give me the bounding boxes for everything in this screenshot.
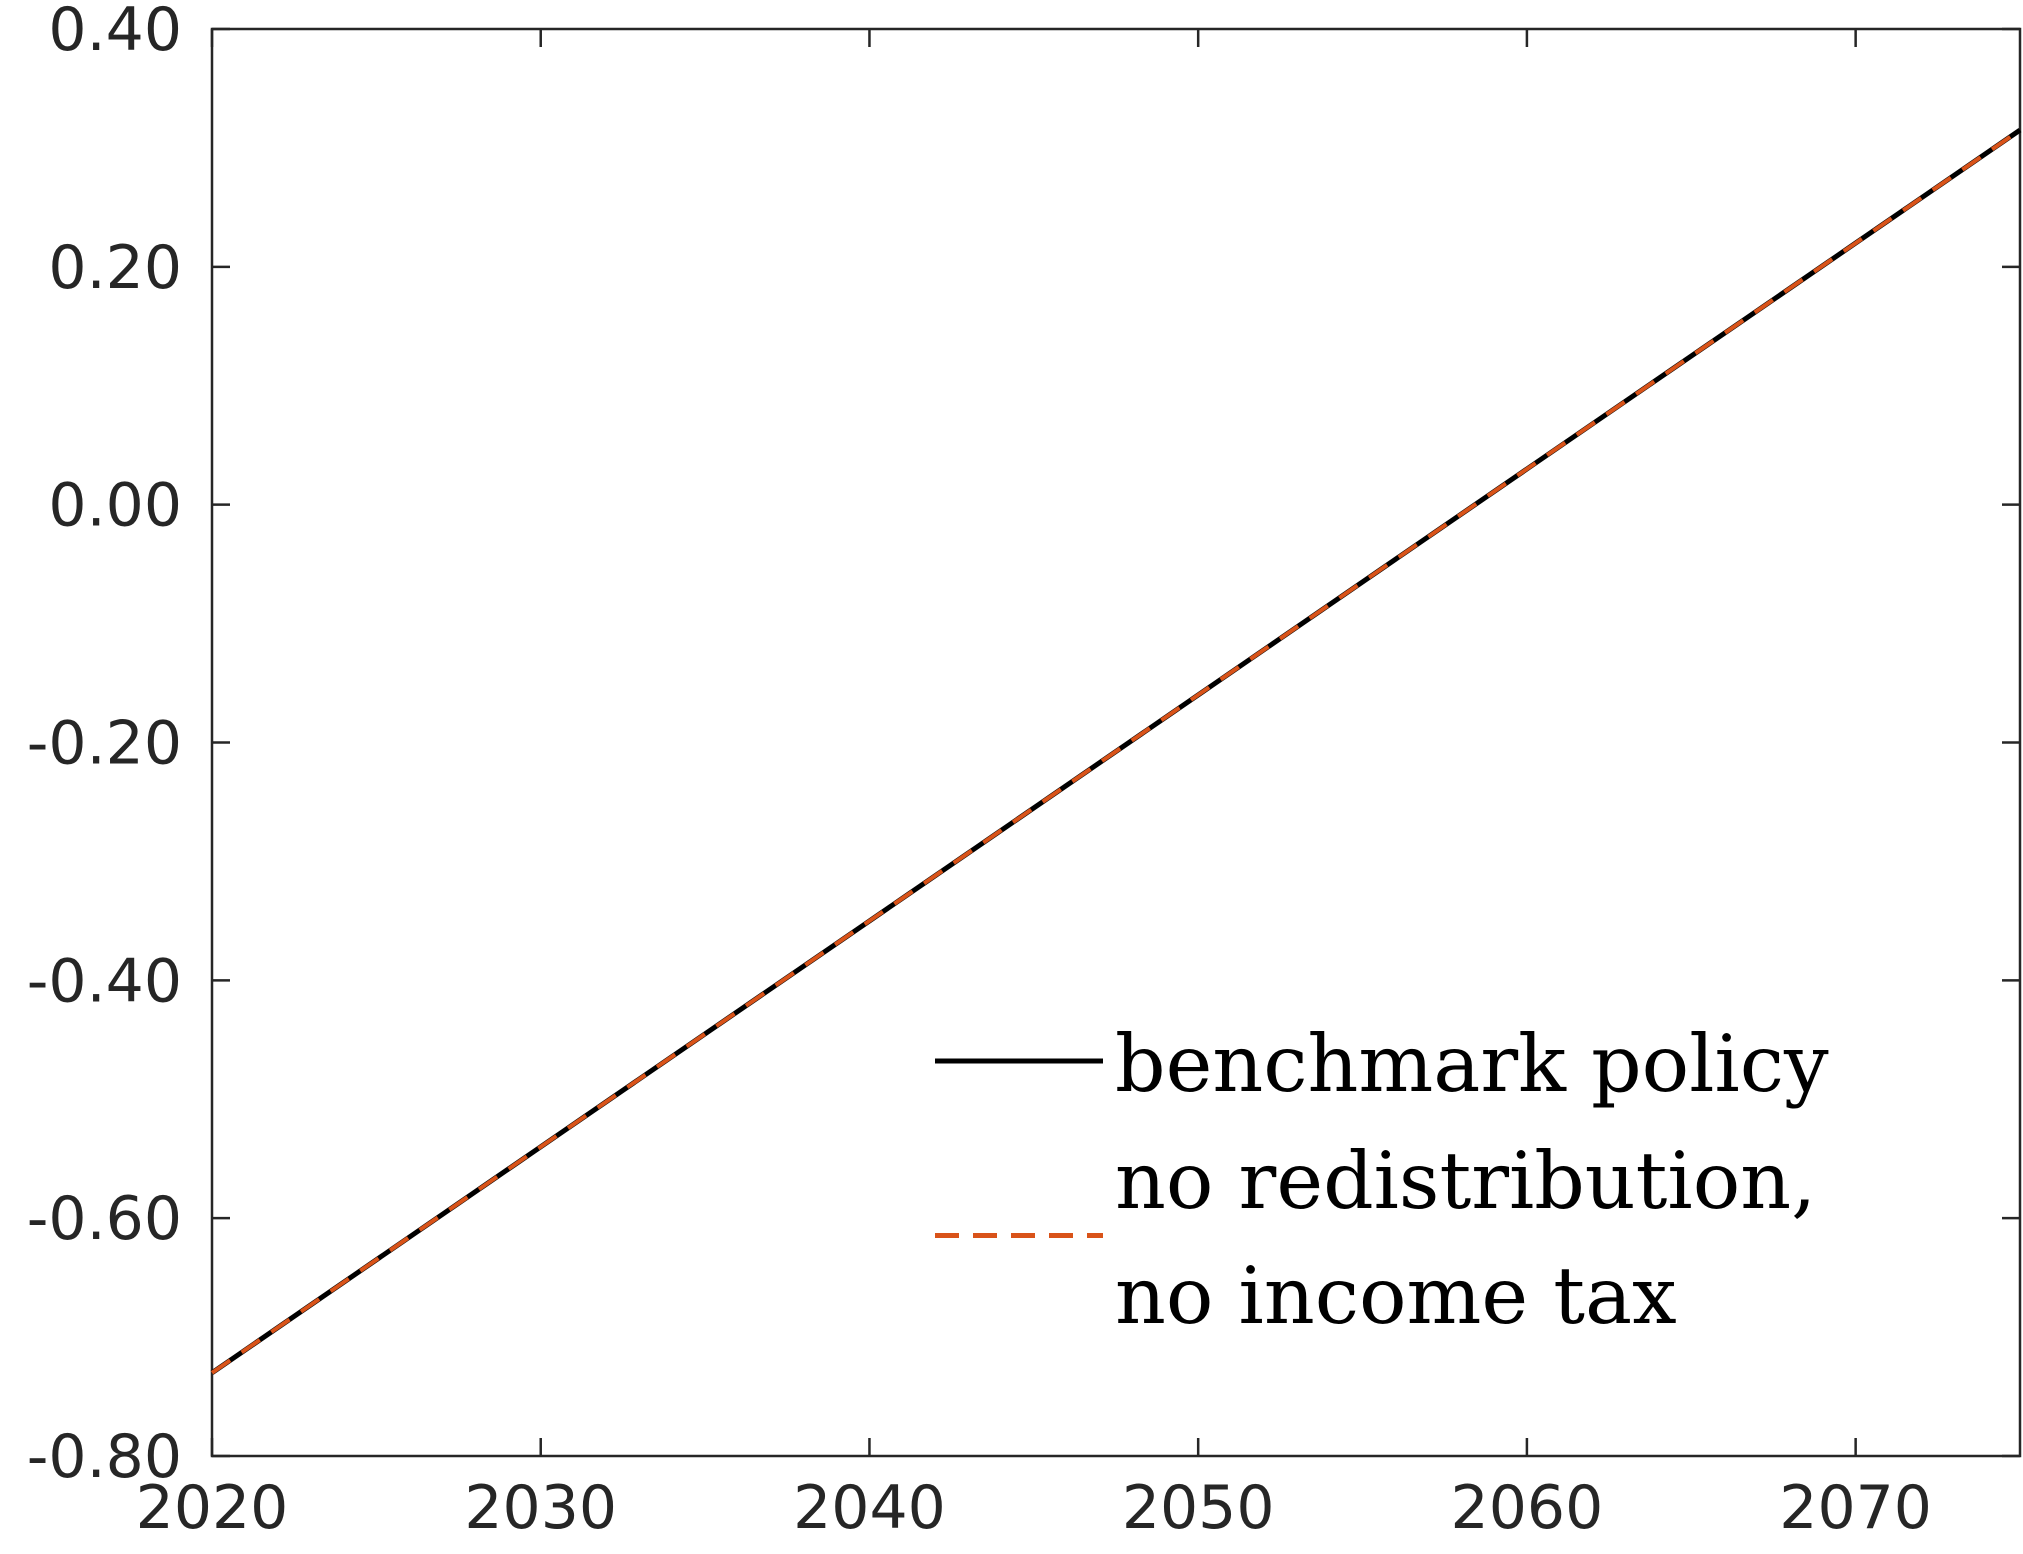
y-tick-label: -0.80 — [27, 1422, 182, 1492]
x-tick-label: 2070 — [1779, 1473, 1932, 1543]
legend-label: benchmark policy — [1115, 1018, 1829, 1110]
data-series — [210, 128, 2022, 1375]
series-line-1 — [210, 128, 2022, 1375]
y-tick-label: -0.60 — [27, 1184, 182, 1254]
y-tick-label: 0.20 — [48, 233, 182, 303]
x-tick-label: 2030 — [464, 1473, 617, 1543]
y-tick-label: -0.40 — [27, 946, 182, 1016]
legend-label: no income tax — [1115, 1250, 1677, 1342]
x-tick-label: 2060 — [1451, 1473, 1604, 1543]
x-tick-label: 2040 — [793, 1473, 946, 1543]
y-tick-label: -0.20 — [27, 709, 182, 779]
legend-label: no redistribution, — [1115, 1135, 1816, 1227]
legend: benchmark policy no redistribution, no inc… — [935, 1018, 1829, 1342]
y-tick-label: 0.00 — [48, 471, 182, 541]
x-tick-label: 2020 — [136, 1473, 289, 1543]
x-tick-label: 2050 — [1122, 1473, 1275, 1543]
axis-tick-labels: 2020 2030 2040 2050 2060 2070 -0.80 -0.60 -0.40 -… — [27, 0, 1932, 1543]
y-tick-label: 0.40 — [48, 0, 182, 65]
axis-ticks — [210, 27, 2020, 1458]
